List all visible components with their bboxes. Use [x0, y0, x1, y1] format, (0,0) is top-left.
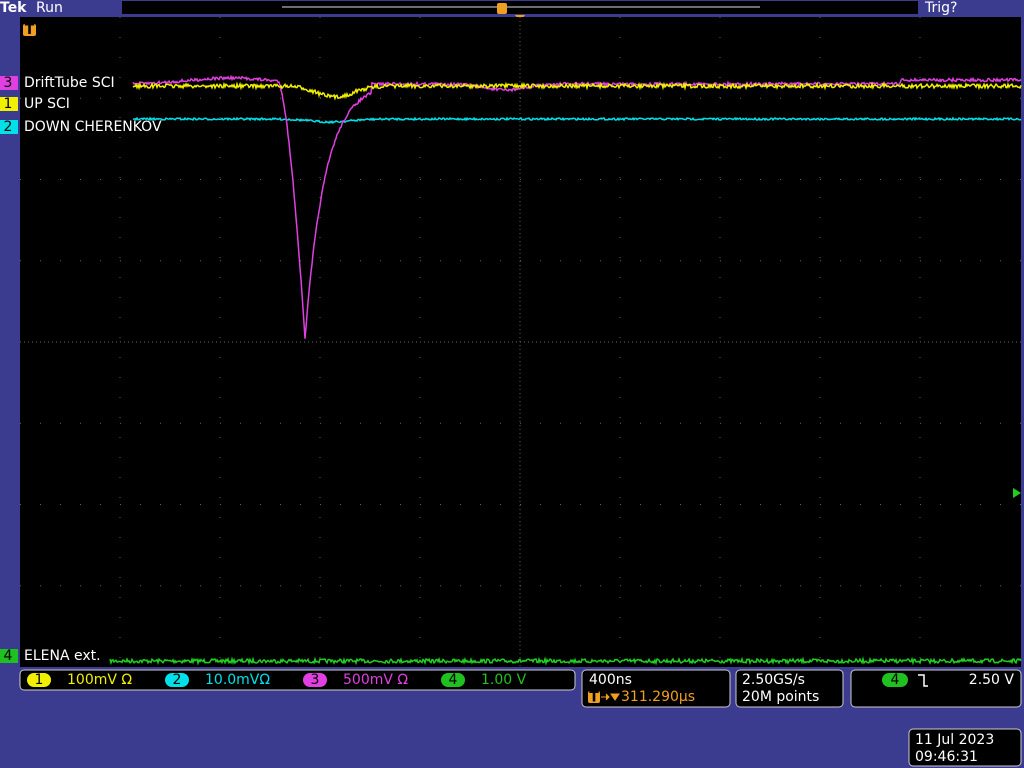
scale-readouts: 1 100mV Ω 2 10.0mVΩ 3 500mV Ω 4 1.00 V	[27, 672, 527, 688]
timebase-scale: 400ns	[589, 672, 632, 688]
traces	[109, 74, 1022, 666]
channel-badge	[165, 673, 189, 687]
channel-label: DriftTube SCI	[24, 75, 115, 91]
channel-number: 1	[4, 96, 13, 112]
channel-number: 4	[4, 648, 13, 664]
trigger-position-box	[23, 24, 36, 36]
trace-ch2	[132, 116, 1022, 125]
channel-scale: 10.0mVΩ	[205, 672, 270, 688]
channel-label: UP SCI	[24, 96, 70, 112]
channel-number: 3	[4, 75, 13, 91]
channel-labels: 3 DriftTube SCI 1 UP SCI 2 DOWN CHERENKOV 4 ELE…	[0, 75, 162, 664]
channel-scale: 1.00 V	[481, 672, 527, 688]
channel-number: 4	[449, 672, 458, 688]
trigger-level-marker	[1013, 488, 1021, 498]
channel-marker	[0, 649, 18, 663]
datetime-box	[908, 728, 1022, 767]
timebase-readout	[581, 669, 731, 708]
sample-rate: 2.50GS/s	[742, 672, 805, 688]
trigger-level: 2.50 V	[969, 672, 1015, 688]
trace-ch4	[109, 656, 1022, 666]
brand: Tek	[0, 0, 27, 16]
channel-number: 2	[173, 672, 182, 688]
trigger-flag	[497, 3, 507, 14]
vertical-readout	[19, 669, 576, 691]
channel-badge	[441, 673, 465, 687]
channel-number: 3	[311, 672, 320, 688]
trigger-position-marker: T	[25, 22, 35, 38]
channel-number: 1	[35, 672, 44, 688]
channel-badge	[27, 673, 51, 687]
date: 11 Jul 2023	[915, 732, 994, 748]
trigger-source-badge	[882, 673, 908, 687]
trigger-slope	[918, 674, 928, 687]
acquisition-readout	[735, 669, 844, 708]
channel-number: 2	[4, 119, 13, 135]
channel-scale: 100mV Ω	[67, 672, 132, 688]
trigger-icon-label: T	[589, 690, 599, 706]
channel-badge	[303, 673, 327, 687]
channel-marker	[0, 120, 18, 134]
trigger-position: 311.290µs	[621, 689, 695, 705]
channel-marker	[0, 97, 18, 111]
channel-label: ELENA ext.	[24, 648, 101, 664]
trigger-source: 4	[891, 672, 900, 688]
trigger-status: Trig?	[924, 0, 957, 16]
channel-scale: 500mV Ω	[343, 672, 408, 688]
record-length: 20M points	[742, 689, 819, 705]
trace-ch3	[132, 74, 1022, 339]
channel-label: DOWN CHERENKOV	[24, 119, 162, 135]
time: 09:46:31	[915, 749, 978, 765]
trace-ch1	[132, 81, 1022, 101]
grid	[20, 17, 1021, 667]
trigger-icon	[588, 691, 600, 703]
run-status: Run	[36, 0, 63, 16]
delay-arrow	[601, 693, 620, 701]
channel-marker	[0, 76, 18, 90]
